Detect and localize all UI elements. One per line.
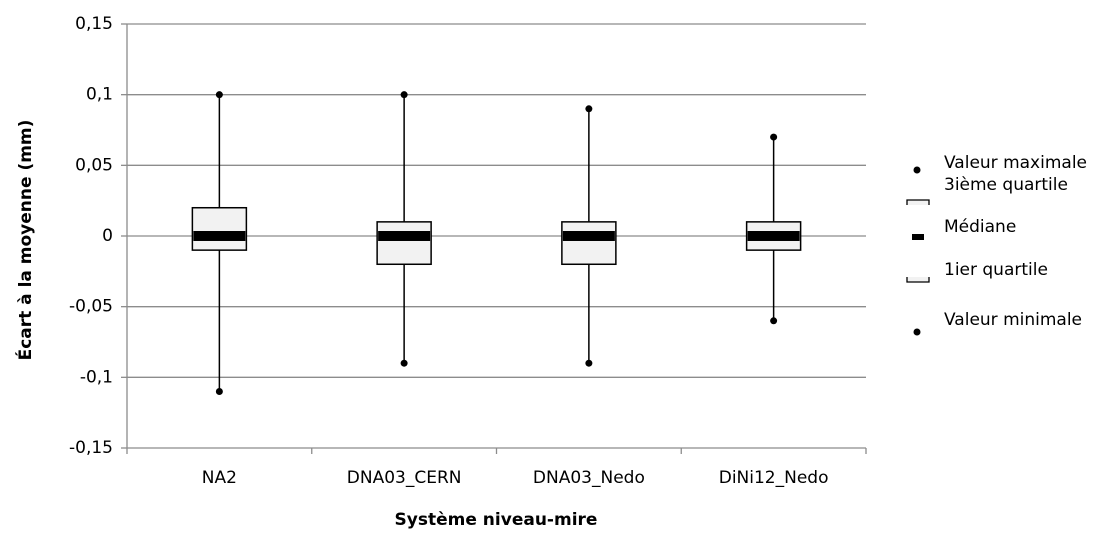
max-point [215, 91, 223, 99]
y-tick-label: 0,15 [75, 14, 113, 34]
min-point [770, 317, 778, 325]
x-tick-label: DNA03_CERN [347, 468, 462, 488]
legend-label: Valeur minimale [944, 310, 1082, 330]
legend-label: 1ier quartile [944, 260, 1048, 280]
x-tick-label: DiNi12_Nedo [719, 468, 829, 488]
y-tick-label: -0,05 [69, 297, 113, 317]
max-point [770, 133, 778, 141]
median [378, 231, 431, 241]
x-tick-label: DNA03_Nedo [533, 468, 645, 488]
min-point [215, 387, 223, 395]
legend-label: 3ième quartile [944, 175, 1068, 195]
legend-marker [906, 199, 930, 205]
y-tick-label: 0,1 [86, 85, 113, 105]
legend-label: Médiane [944, 217, 1016, 237]
legend-marker [913, 328, 921, 336]
box [191, 206, 248, 251]
legend-marker [912, 234, 924, 240]
x-axis-title: Système niveau-mire [395, 510, 598, 530]
y-tick-label: -0,15 [69, 438, 113, 458]
median [562, 231, 615, 241]
y-axis-title: Écart à la moyenne (mm) [14, 120, 36, 361]
legend-marker [913, 166, 921, 174]
min-point [585, 359, 593, 367]
x-tick-label: NA2 [202, 468, 237, 488]
y-tick-label: 0 [102, 226, 113, 246]
y-tick-label: -0,1 [80, 367, 113, 387]
median [193, 231, 246, 241]
box [561, 221, 617, 266]
legend-marker [906, 277, 930, 283]
min-point [400, 359, 408, 367]
max-point [400, 91, 408, 99]
legend-label: Valeur maximale [944, 153, 1087, 173]
y-tick-label: 0,05 [75, 155, 113, 175]
box [376, 221, 432, 266]
max-point [585, 105, 593, 113]
median [747, 231, 800, 241]
